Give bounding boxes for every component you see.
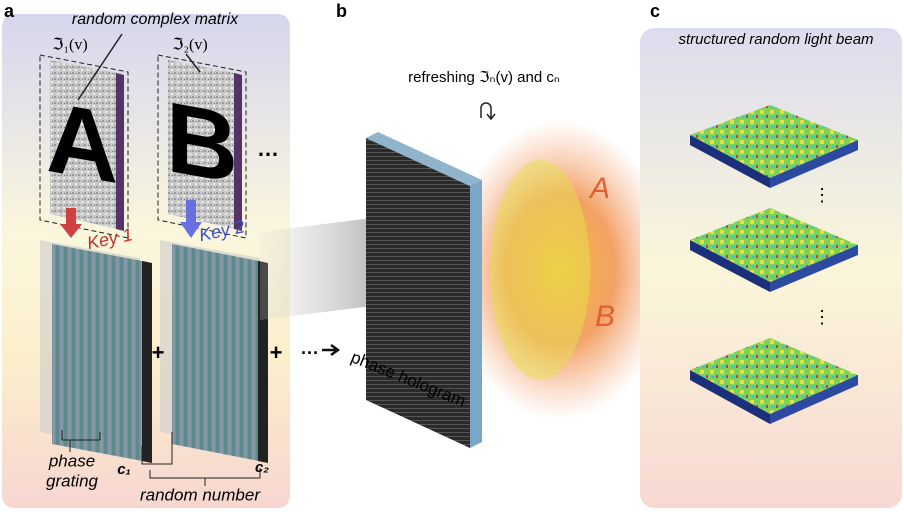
matrix: B <box>158 55 246 238</box>
caption: refreshing ℑₙ(v) and cₙ <box>408 69 560 86</box>
plus: + <box>152 340 165 365</box>
light-beam <box>490 160 590 380</box>
coefficient-label: c₂ <box>255 459 269 476</box>
panel-label: b <box>336 1 347 21</box>
phase-grating <box>160 240 268 463</box>
refresh-icon <box>481 103 495 119</box>
phase-grating <box>40 240 152 463</box>
panel-title: random complex matrix <box>72 11 239 28</box>
panel-title: structured random light beam <box>678 31 873 48</box>
beam-letter: B <box>595 300 615 333</box>
panel-label: c <box>650 1 660 21</box>
matrix: A <box>40 55 128 238</box>
vertical-dots: ⋮ <box>813 307 831 327</box>
grating-label: phase <box>48 451 95 470</box>
beam-letter: A <box>588 172 610 205</box>
vertical-dots: ⋮ <box>813 185 831 205</box>
operator-label: ℑ₁(v) <box>52 37 87 54</box>
random-label: random number <box>140 485 261 504</box>
operator-label: ℑ₂(v) <box>172 37 207 54</box>
figure: a random complex matrix A B ℑ₁(v) ℑ₂(v) … <box>0 0 904 512</box>
grating-label: grating <box>46 471 99 490</box>
matrix-letter: B <box>166 81 238 205</box>
coefficient-label: c₁ <box>117 461 131 478</box>
continuation: ··· <box>301 343 319 363</box>
ellipsis: … <box>257 136 279 161</box>
arrow <box>322 345 338 355</box>
plus: + <box>270 340 283 365</box>
panel-label: a <box>4 1 15 21</box>
matrix-letter: A <box>46 81 118 205</box>
